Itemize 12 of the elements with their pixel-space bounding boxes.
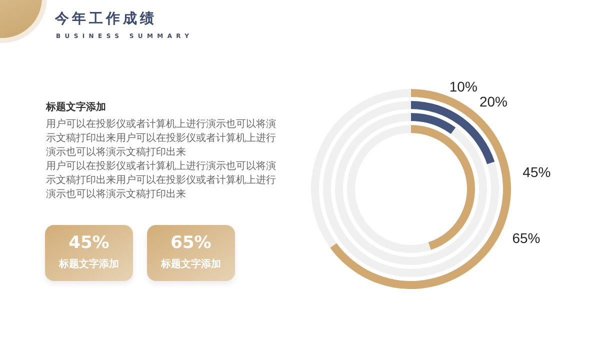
text: 标题文字添加 [160, 257, 222, 271]
data-label: 20% [479, 94, 508, 110]
text: 用户可以在投影仪或者计算机上进行演示也可以将演示文稿打印出来用户可以在投影仪或者计算机上进行演示也可以将演示文稿打印出来 [46, 160, 277, 202]
text: 今年工作成绩 [55, 10, 157, 28]
data-label: 45% [522, 164, 551, 180]
text: 用户可以在投影仪或者计算机上进行演示也可以将演示文稿打印出来用户可以在投影仪或者计算机上进行演示也可以将演示文稿打印出来 [46, 118, 277, 160]
text: 标题文字添加 [58, 257, 120, 271]
data-label: 10% [449, 78, 478, 94]
data-label: 65% [512, 230, 540, 246]
text: 65% [170, 232, 212, 253]
text: 45% [68, 232, 110, 253]
text: 标题文字添加 [46, 100, 107, 114]
